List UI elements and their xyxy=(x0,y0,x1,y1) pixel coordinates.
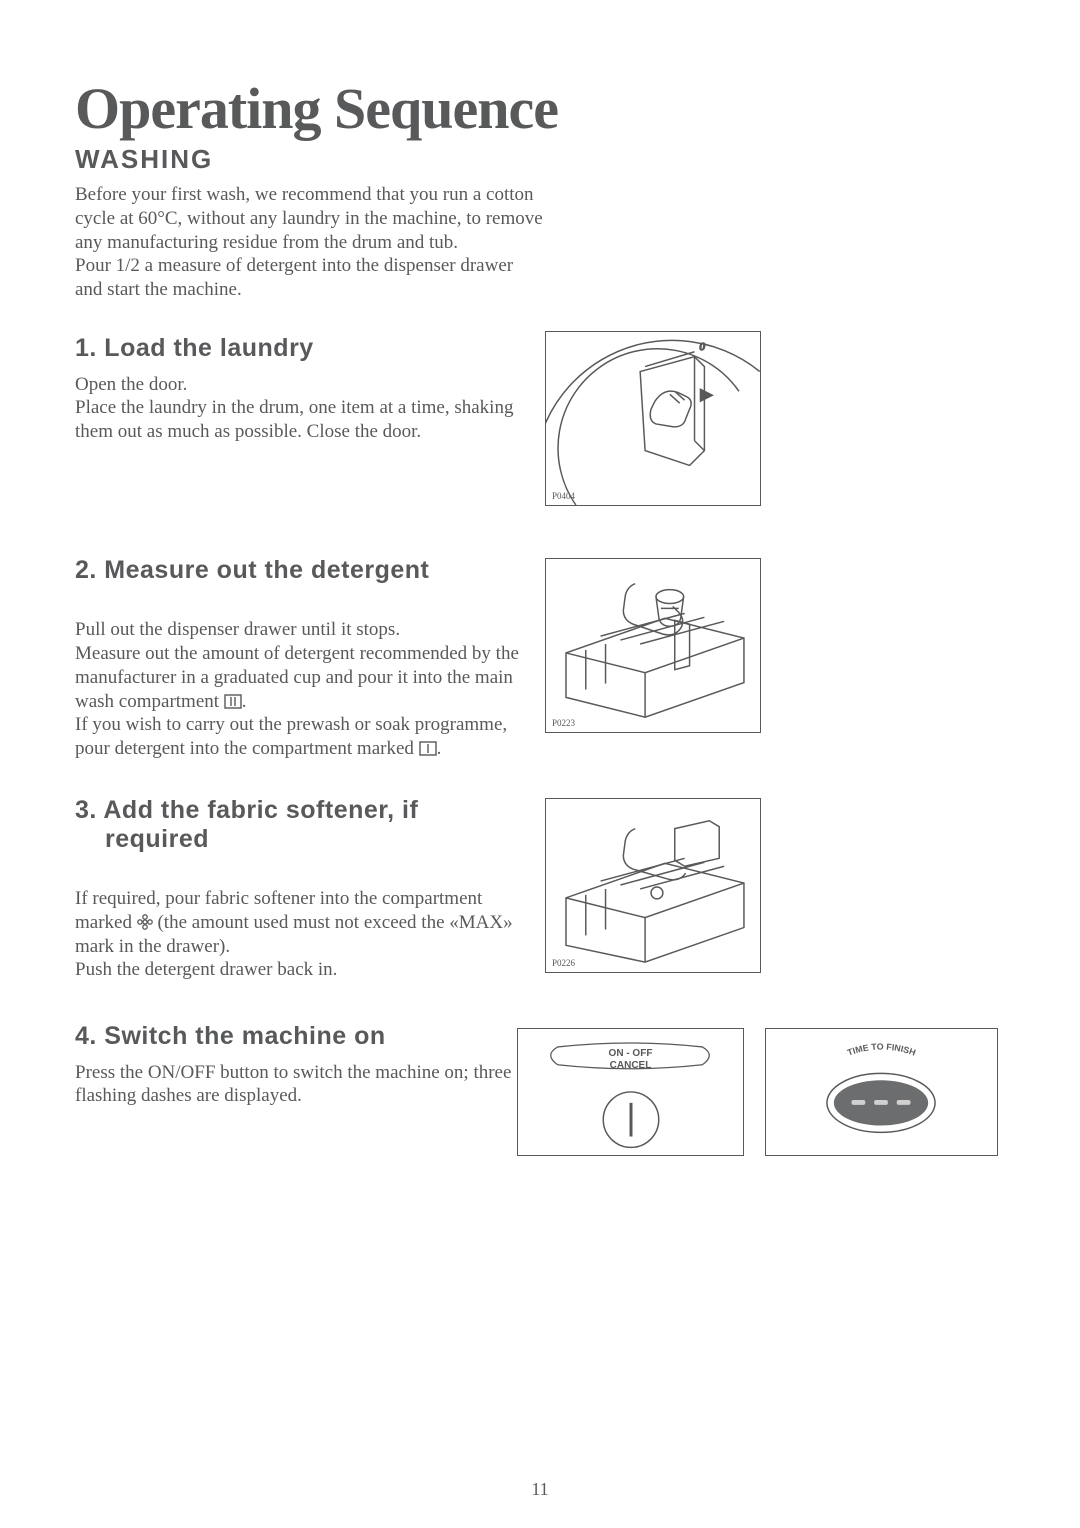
step-2-heading: 2. Measure out the detergent xyxy=(75,556,1005,585)
step-3-heading-line2: required xyxy=(75,825,1005,854)
figure-2-label: P0223 xyxy=(552,718,575,728)
step-3-heading: 3. Add the fabric softener, if required xyxy=(75,796,1005,854)
compartment-one-icon xyxy=(419,741,437,756)
figure-3-label: P0226 xyxy=(552,958,575,968)
panel-on-off-line1: ON - OFF xyxy=(609,1048,653,1059)
step-1-heading: 1. Load the laundry xyxy=(75,334,1005,363)
figure-3-softener: P0226 xyxy=(545,798,761,973)
step-2: 2. Measure out the detergent Pull out th… xyxy=(75,556,1005,766)
step-2-body: Pull out the dispenser drawer until it s… xyxy=(75,595,535,761)
page-title: Operating Sequence xyxy=(75,80,1005,138)
panel-time-to-finish: TIME TO FINISH xyxy=(765,1028,998,1156)
compartment-two-icon xyxy=(224,694,242,709)
on-off-button-icon xyxy=(596,1085,666,1154)
panel-on-off-line2: CANCEL xyxy=(610,1060,652,1071)
step-4: 4. Switch the machine on Press the ON/OF… xyxy=(75,1022,1005,1172)
figure-1-load-laundry: 0 P0404 xyxy=(545,331,761,506)
step-2-body-a: Pull out the dispenser drawer until it s… xyxy=(75,619,519,711)
svg-text:0: 0 xyxy=(699,341,705,353)
section-label: WASHING xyxy=(75,144,1005,175)
figure-1-label: P0404 xyxy=(552,491,575,501)
step-3-body: If required, pour fabric softener into t… xyxy=(75,863,535,982)
step-1: 1. Load the laundry Open the door. Place… xyxy=(75,334,1005,534)
panel-on-off: ON - OFF CANCEL xyxy=(517,1028,744,1156)
step-3: 3. Add the fabric softener, if required … xyxy=(75,796,1005,996)
svg-text:TIME TO FINISH: TIME TO FINISH xyxy=(846,1041,917,1057)
step-3-heading-line1: 3. Add the fabric softener, if xyxy=(75,796,418,824)
panel-on-off-label: ON - OFF CANCEL xyxy=(609,1048,653,1071)
figure-2-detergent: P0223 xyxy=(545,558,761,733)
time-to-finish-display-icon: TIME TO FINISH xyxy=(765,1039,998,1155)
step-1-body: Open the door. Place the laundry in the … xyxy=(75,373,535,444)
intro-paragraph: Before your first wash, we recommend tha… xyxy=(75,183,545,302)
page-number: 11 xyxy=(0,1479,1080,1500)
time-to-finish-arc-text: TIME TO FINISH xyxy=(846,1041,917,1057)
step-2-body-c: . xyxy=(437,738,442,759)
flower-icon xyxy=(137,914,153,930)
step-4-body: Press the ON/OFF button to switch the ma… xyxy=(75,1061,535,1109)
